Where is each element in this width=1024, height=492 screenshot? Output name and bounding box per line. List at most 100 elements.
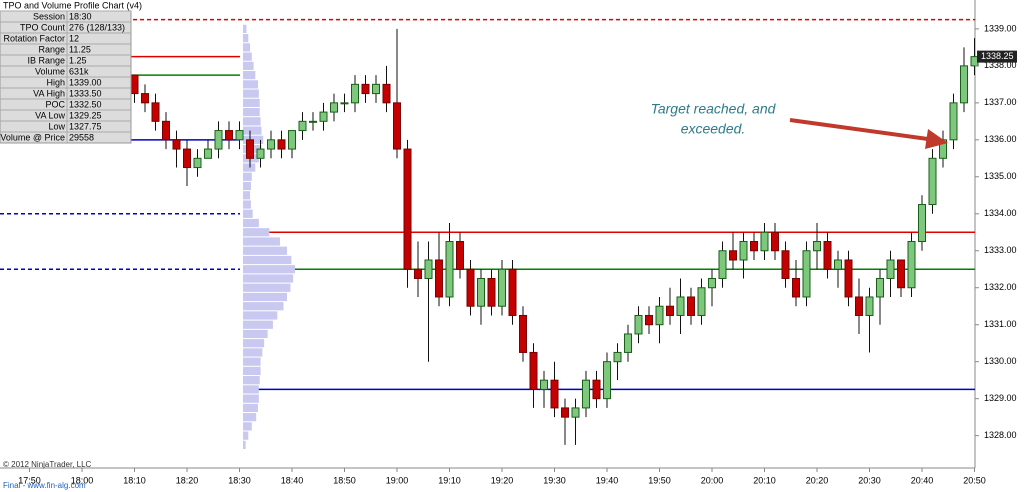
candle-body (246, 139, 254, 159)
x-tick-label: 20:50 (963, 475, 986, 485)
candle-body (802, 250, 811, 298)
candle-body (970, 56, 979, 67)
candle-body (403, 148, 412, 270)
profile-bar (243, 320, 273, 329)
y-tick-label: 1328.00 (984, 430, 1017, 440)
candle-body (235, 130, 244, 141)
profile-bar (243, 163, 256, 172)
x-tick-label: 19:00 (386, 475, 409, 485)
candle-body (729, 250, 737, 261)
x-tick-label: 18:20 (176, 475, 199, 485)
candle-body (960, 65, 968, 104)
y-tick-label: 1334.00 (984, 208, 1017, 218)
info-value: 29558 (69, 132, 94, 142)
candle-body (907, 241, 916, 289)
candle-body (718, 250, 727, 279)
arrow-shaft (789, 118, 936, 142)
profile-bar (243, 172, 252, 181)
candle-body (256, 148, 265, 159)
x-tick-label: 20:10 (753, 475, 776, 485)
candle-body (603, 361, 611, 400)
info-value: 11.25 (69, 44, 91, 54)
profile-bar (243, 191, 251, 200)
candle-body (487, 277, 496, 307)
candle-body (813, 241, 821, 252)
candle-body (876, 277, 884, 298)
candle-body (792, 277, 800, 298)
candle-body (949, 102, 958, 141)
candle-body (330, 102, 338, 113)
y-tick-label: 1330.00 (984, 356, 1017, 366)
x-tick-label: 18:30 (228, 475, 251, 485)
candle-body (466, 268, 475, 307)
profile-bar (243, 376, 260, 385)
x-tick-label: 20:30 (858, 475, 881, 485)
candle-body (424, 259, 433, 279)
candle-body (519, 314, 527, 353)
candle-body (298, 120, 307, 132)
x-tick-label: 20:00 (701, 475, 724, 485)
x-tick-label: 19:20 (491, 475, 514, 485)
profile-bar (243, 329, 268, 339)
profile-bar (243, 34, 249, 43)
annotation: Target reached, and (651, 101, 777, 117)
candle-body (393, 102, 401, 150)
profile-bar (243, 265, 295, 274)
profile-bar (243, 209, 253, 218)
x-tick-label: 18:50 (333, 475, 356, 485)
profile-bar (243, 200, 251, 209)
y-tick-label: 1338.00 (984, 60, 1017, 70)
info-value: 18:30 (69, 11, 92, 21)
candle-body (655, 305, 664, 326)
info-value: 631k (69, 66, 89, 76)
profile-bar (243, 52, 252, 61)
profile-bar (243, 394, 259, 403)
candle-body (865, 296, 874, 316)
candle-body (141, 93, 149, 104)
candle-body (760, 231, 769, 252)
candle-body (897, 259, 905, 289)
candle-body (781, 250, 790, 279)
x-tick-label: 17:50 (18, 475, 41, 485)
profile-bar (243, 274, 294, 283)
candle-body (151, 102, 160, 122)
x-tick-label: 19:40 (596, 475, 619, 485)
candle-body (382, 83, 391, 104)
copyright: © 2012 NinjaTrader, LLC (3, 460, 92, 469)
last-price-box (977, 50, 1017, 63)
candle-body (886, 259, 895, 279)
profile-bar (243, 181, 251, 191)
candle-body (613, 351, 622, 363)
profile-bar (243, 43, 251, 52)
profile-bar (243, 107, 260, 117)
candle-body (928, 157, 937, 206)
candle-body (267, 139, 275, 150)
candles (120, 28, 979, 445)
y-tick-label: 1329.00 (984, 393, 1017, 403)
candle-body (498, 268, 506, 307)
y-tick-label: 1337.00 (984, 97, 1017, 107)
info-label: POC (45, 99, 65, 109)
info-label: Range (38, 44, 65, 54)
profile-bar (243, 292, 287, 302)
x-tick-label: 18:10 (123, 475, 146, 485)
candle-body (697, 287, 706, 316)
candle-body (162, 120, 170, 141)
candle-body (708, 277, 716, 289)
info-label: Rotation Factor (3, 33, 65, 43)
profile-bar (243, 98, 260, 107)
profile-bar (243, 348, 263, 357)
x-tick-label: 18:00 (71, 475, 94, 485)
candle-body (918, 204, 926, 243)
profile-bar (243, 403, 258, 413)
candle-body (823, 241, 832, 270)
profile-bar (243, 283, 291, 292)
info-value: 276 (128/133) (69, 22, 125, 32)
axes: 1328.00 1329.00 1330.00 1331.00 1332.00 1333.… (18, 23, 1017, 485)
info-value: 1.25 (69, 55, 87, 65)
x-tick-label: 19:50 (648, 475, 671, 485)
candle-body (435, 259, 443, 298)
profile-bar (243, 302, 284, 311)
